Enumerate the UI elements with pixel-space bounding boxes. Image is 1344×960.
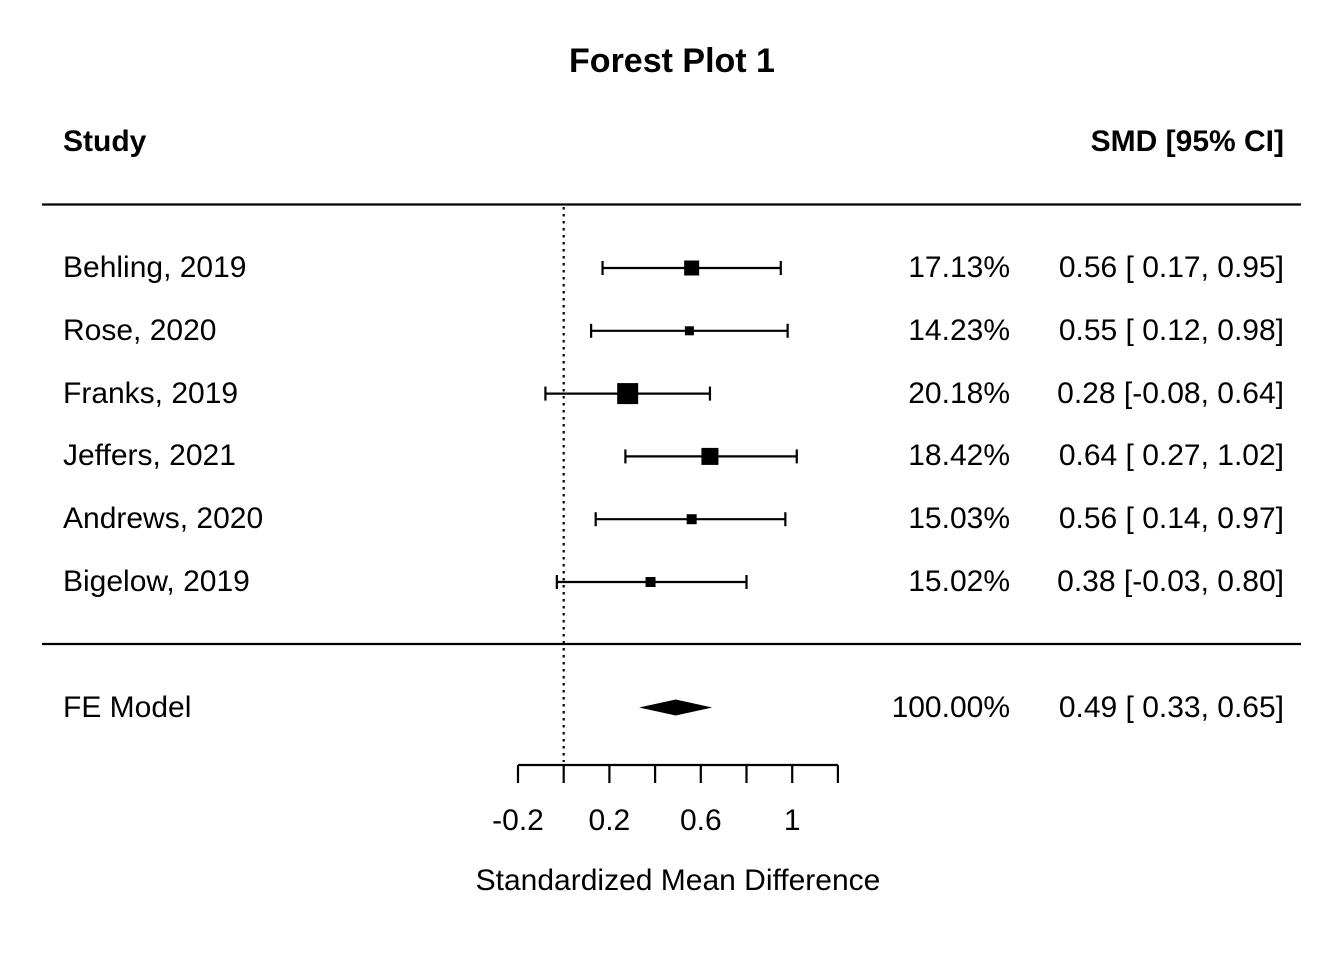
x-axis-tick-label: -0.2 (492, 804, 544, 837)
x-axis-tick-label: 1 (783, 804, 801, 837)
study-estimate-ci: 0.55 [ 0.12, 0.98] (1058, 313, 1284, 347)
study-label: Rose, 2020 (63, 313, 217, 347)
study-estimate-ci: 0.28 [-0.08, 0.64] (1057, 376, 1284, 410)
summary-estimate-ci: 0.49 [ 0.33, 0.65] (1058, 690, 1284, 724)
summary-label: FE Model (63, 690, 192, 724)
summary-diamond (639, 699, 713, 716)
point-estimate-marker (645, 577, 656, 587)
study-weight: 18.42% (908, 439, 1010, 473)
study-column-header: Study (63, 125, 147, 158)
point-estimate-marker (684, 326, 694, 336)
x-axis-tick-label: 0.2 (588, 804, 631, 837)
study-label: Andrews, 2020 (63, 502, 264, 536)
point-estimate-marker (701, 447, 719, 465)
point-estimate-marker (686, 514, 697, 525)
study-label: Franks, 2019 (63, 376, 239, 410)
point-estimate-marker (684, 260, 700, 276)
summary-weight: 100.00% (891, 690, 1010, 724)
study-estimate-ci: 0.64 [ 0.27, 1.02] (1058, 439, 1284, 473)
study-weight: 14.23% (908, 313, 1010, 347)
study-estimate-ci: 0.38 [-0.03, 0.80] (1057, 565, 1284, 598)
study-weight: 15.03% (908, 502, 1010, 536)
x-axis-tick-label: 0.6 (679, 804, 722, 837)
study-weight: 15.02% (908, 565, 1010, 598)
x-axis-title: Standardized Mean Difference (475, 864, 881, 897)
study-label: Jeffers, 2021 (63, 439, 236, 473)
study-label: Bigelow, 2019 (63, 565, 250, 598)
study-estimate-ci: 0.56 [ 0.14, 0.97] (1058, 502, 1284, 536)
study-weight: 17.13% (908, 251, 1010, 284)
plot-title: Forest Plot 1 (569, 42, 775, 80)
study-weight: 20.18% (908, 376, 1010, 410)
study-label: Behling, 2019 (63, 251, 247, 284)
smd-column-header: SMD [95% CI] (1090, 125, 1284, 158)
point-estimate-marker (617, 383, 639, 405)
study-estimate-ci: 0.56 [ 0.17, 0.95] (1058, 251, 1284, 284)
